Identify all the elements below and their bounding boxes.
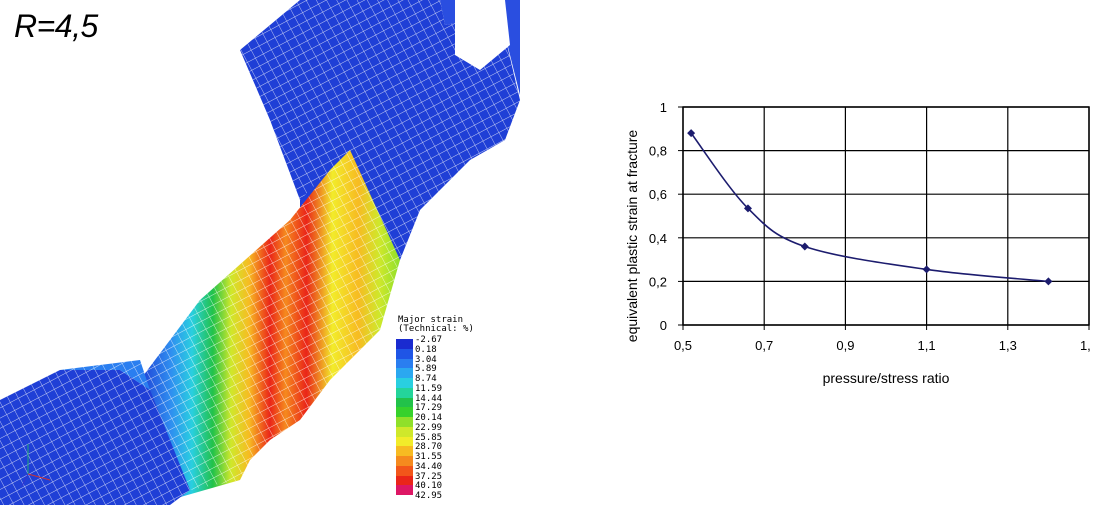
legend-swatch — [396, 446, 413, 456]
legend-swatch — [396, 475, 413, 486]
legend-swatch — [396, 397, 413, 408]
y-tick-label: 0,4 — [649, 231, 667, 246]
plot-frame — [682, 106, 1090, 326]
legend-value: 28.70 — [415, 442, 443, 453]
mesh-upper-block — [440, 0, 520, 95]
axis-triad-icon — [21, 444, 51, 487]
legend-swatch — [396, 348, 413, 359]
x-tick-label: 1,5 — [1080, 338, 1090, 353]
data-point — [687, 129, 696, 138]
data-point — [800, 242, 809, 251]
data-point — [1044, 277, 1053, 286]
legend-value: 3.04 — [415, 354, 437, 365]
legend-value: 25.85 — [415, 432, 443, 443]
y-tick-label: 0,6 — [649, 187, 667, 202]
panel-label: R=4,5 — [14, 8, 98, 44]
legend-title: Major strain (Technical: %) — [398, 315, 474, 334]
data-point — [743, 204, 752, 213]
legend-value: -2.67 — [415, 335, 443, 345]
legend-swatch — [396, 378, 413, 388]
legend-value: 22.99 — [415, 422, 443, 433]
legend-value: 40.10 — [415, 481, 443, 492]
y-tick-label: 0 — [660, 318, 667, 333]
legend-swatch — [396, 368, 413, 378]
legend-colorbar — [396, 339, 413, 495]
data-point — [922, 265, 931, 274]
legend-swatch — [396, 426, 413, 437]
x-tick-label: 0,7 — [755, 338, 773, 353]
legend-swatch — [396, 358, 413, 369]
legend-value: 11.59 — [415, 383, 443, 394]
legend-swatch — [396, 417, 413, 427]
legend-swatch — [396, 456, 413, 466]
fe-strain-plot: R=4,5 Major strain (Technical: %) -2.67 0… — [0, 0, 520, 505]
legend-value: 37.25 — [415, 471, 443, 482]
x-axis-title: pressure/stress ratio — [823, 370, 950, 386]
x-tick-label: 0,5 — [674, 338, 692, 353]
series-line — [690, 132, 1049, 283]
plot-area: 0,5 0,7 0,9 1,1 1,3 1,5 0 0,2 0,4 0,6 0,8 1 pressure… — [624, 100, 1090, 386]
y-tick-label: 0,8 — [649, 144, 667, 159]
x-tick-label: 1,3 — [999, 338, 1017, 353]
legend-swatch — [396, 407, 413, 417]
legend-value: 42.95 — [415, 491, 443, 501]
legend-value: 31.55 — [415, 452, 443, 462]
legend-value: 0.18 — [415, 344, 437, 355]
legend-value: 17.29 — [415, 403, 443, 414]
legend-value: 8.74 — [415, 374, 437, 384]
legend-swatch — [396, 465, 413, 476]
legend-swatch — [396, 387, 413, 398]
x-tick-label: 1,1 — [918, 338, 936, 353]
legend-swatch — [396, 485, 413, 495]
legend-value: 34.40 — [415, 461, 443, 472]
legend-value: 20.14 — [415, 413, 443, 423]
legend-swatch — [396, 339, 413, 349]
legend-value: 14.44 — [415, 393, 443, 404]
y-tick-label: 0,2 — [649, 274, 667, 289]
y-tick-label: 1 — [660, 100, 667, 115]
y-axis-title: equivalent plastic strain at fracture — [624, 130, 640, 343]
legend-values: -2.67 0.18 3.04 5.89 8.74 11.59 14.44 17.29 20.1… — [415, 335, 443, 502]
fracture-strain-chart: 0,5 0,7 0,9 1,1 1,3 1,5 0 0,2 0,4 0,6 0,8 1 pressure… — [624, 100, 1090, 386]
legend-value: 5.89 — [415, 364, 437, 375]
fe-mesh-render — [0, 0, 520, 505]
legend-swatch — [396, 436, 413, 447]
x-tick-label: 0,9 — [836, 338, 854, 353]
